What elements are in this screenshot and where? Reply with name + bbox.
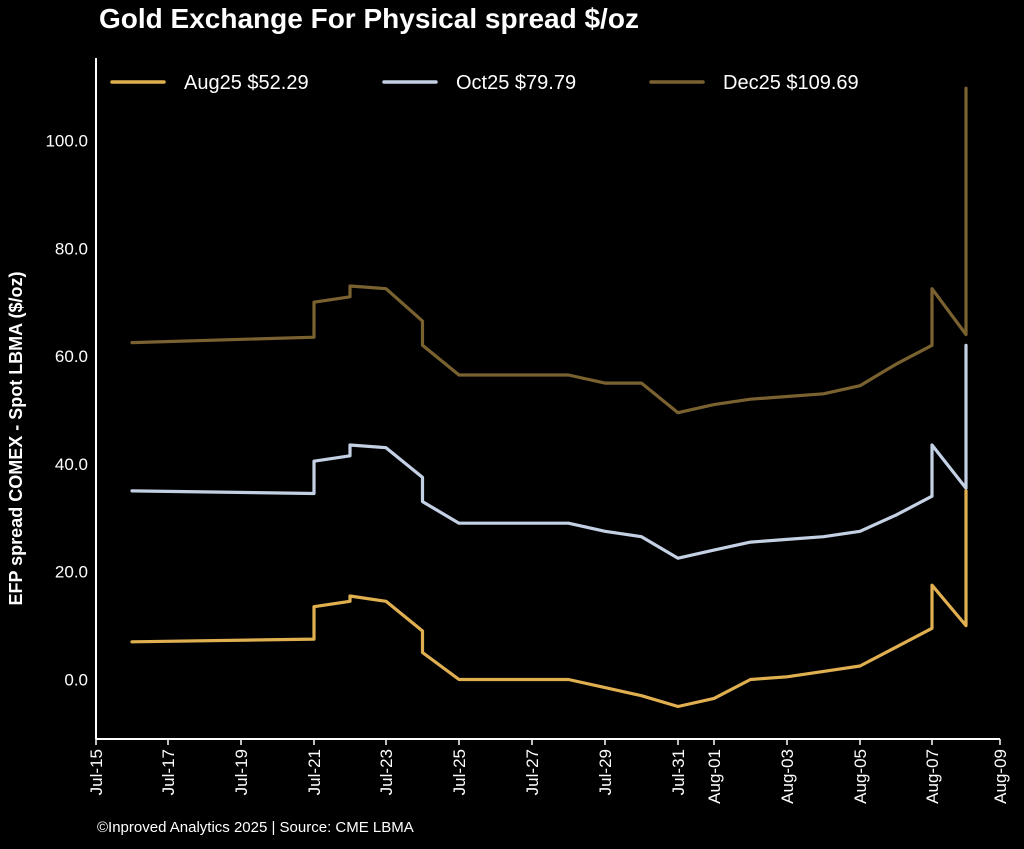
x-tick-label: Jul-25 (450, 749, 469, 795)
x-tick-label: Aug-03 (778, 749, 797, 804)
x-tick-label: Aug-05 (851, 749, 870, 804)
y-tick-label: 100.0 (45, 132, 88, 151)
legend-label: Dec25 $109.69 (723, 72, 859, 94)
x-tick-label: Jul-17 (159, 749, 178, 795)
y-tick-label: 20.0 (55, 563, 88, 582)
y-tick-label: 40.0 (55, 455, 88, 474)
x-tick-label: Jul-23 (377, 749, 396, 795)
x-tick-label: Jul-27 (523, 749, 542, 795)
chart-title: Gold Exchange For Physical spread $/oz (99, 3, 639, 34)
series-line-3 (130, 86, 968, 415)
legend: Aug25 $52.29 Oct25 $79.79 Dec25 $109.69 (110, 72, 859, 94)
source-note: ©Inproved Analytics 2025 | Source: CME L… (97, 819, 414, 836)
y-tick-label: 60.0 (55, 347, 88, 366)
x-tick-label: Jul-31 (669, 749, 688, 795)
x-tick-label: Aug-07 (923, 749, 942, 804)
legend-item-1: Aug25 $52.29 (110, 72, 309, 94)
legend-label: Aug25 $52.29 (184, 72, 309, 94)
x-tick-label: Aug-01 (705, 749, 724, 804)
x-tick-label: Jul-29 (596, 749, 615, 795)
series-line-2 (130, 343, 968, 560)
legend-item-3: Dec25 $109.69 (649, 72, 859, 94)
series-layer (130, 86, 968, 709)
legend-item-2: Oct25 $79.79 (382, 72, 576, 94)
y-tick-label: 80.0 (55, 239, 88, 258)
x-tick-label: Jul-21 (305, 749, 324, 795)
x-tick-label: Jul-19 (232, 749, 251, 795)
x-tick-label: Aug-09 (991, 749, 1010, 804)
x-tick-label: Jul-15 (87, 749, 106, 795)
axes-layer: 0.0 20.0 40.0 60.0 80.0 100.0 Jul-15 Jul-17 Jul-… (6, 58, 1010, 804)
y-tick-label: 0.0 (64, 671, 88, 690)
legend-label: Oct25 $79.79 (456, 72, 576, 94)
y-axis-label: EFP spread COMEX - Spot LBMA ($/oz) (6, 271, 26, 605)
series-line-1 (130, 489, 968, 709)
